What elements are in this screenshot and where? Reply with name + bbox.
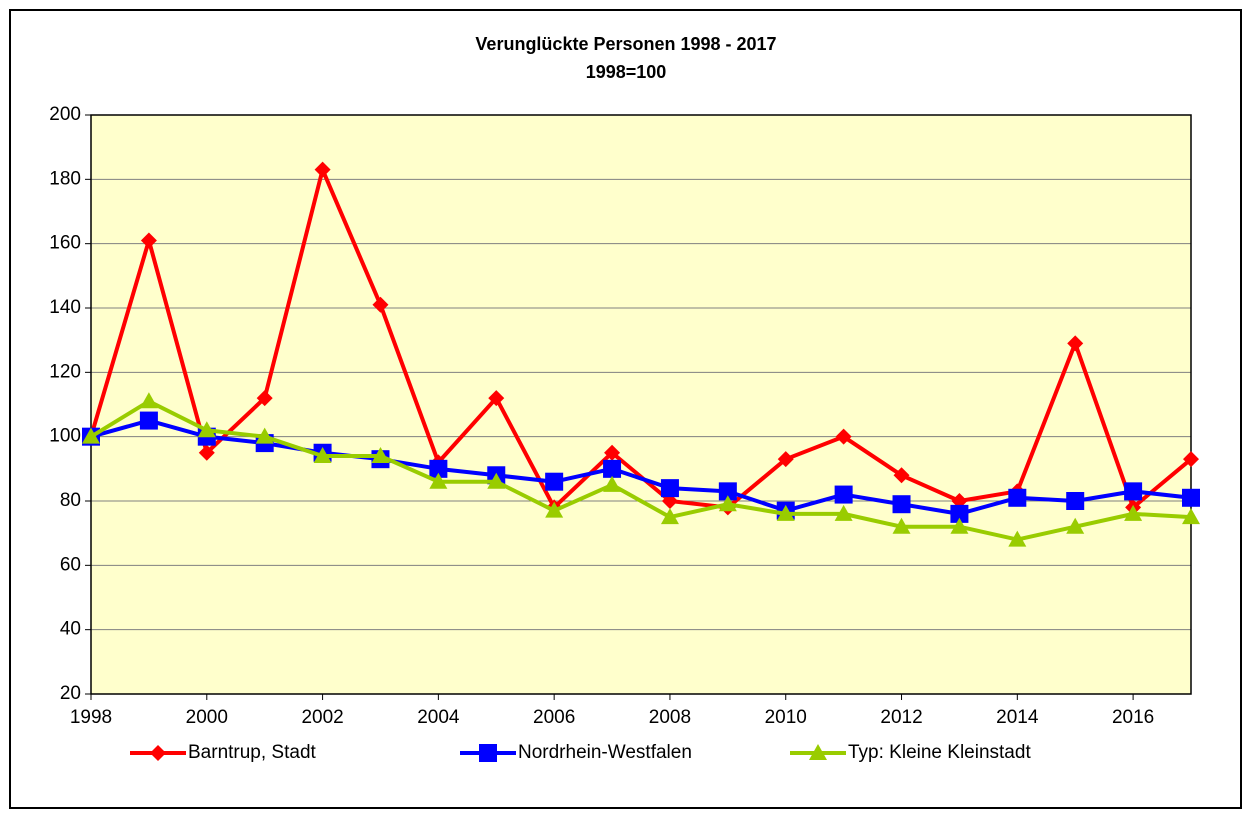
chart-title: Verunglückte Personen 1998 - 2017: [475, 34, 776, 54]
data-point: [834, 504, 853, 521]
y-tick-label: 40: [60, 619, 81, 640]
plot-border: [90, 114, 1192, 695]
data-point: [777, 451, 794, 468]
x-tick-label: 2016: [1112, 707, 1154, 728]
x-tick-label: 2010: [765, 707, 807, 728]
data-point: [1066, 492, 1085, 510]
y-tick-label: 120: [49, 361, 81, 382]
data-point: [950, 517, 969, 534]
data-point: [1124, 504, 1143, 521]
data-point: [950, 504, 969, 523]
y-tick-label: 100: [49, 426, 81, 447]
data-point: [603, 459, 622, 478]
legend-swatch-marker: [150, 745, 166, 761]
data-point: [371, 446, 390, 463]
data-point: [603, 475, 622, 492]
legend-swatch-marker: [809, 744, 827, 760]
data-point: [660, 479, 679, 498]
data-point: [835, 428, 852, 445]
x-tick-label: 2004: [417, 707, 460, 728]
data-point: [545, 472, 564, 491]
data-point: [488, 390, 505, 407]
y-tick-label: 80: [60, 490, 81, 511]
y-tick-label: 60: [60, 554, 81, 575]
data-point: [256, 390, 273, 407]
data-point: [893, 467, 910, 484]
series-line: [89, 399, 1192, 542]
y-tick-label: 140: [49, 297, 81, 318]
data-point: [1183, 451, 1199, 468]
legend-label: Typ: Kleine Kleinstadt: [848, 742, 1031, 763]
plot-area: [91, 115, 1191, 694]
data-point: [1066, 517, 1085, 534]
data-point: [834, 485, 853, 504]
data-point: [372, 296, 389, 313]
y-tick-label: 160: [49, 233, 81, 254]
data-point: [313, 446, 332, 463]
data-point: [429, 472, 448, 489]
data-point: [1008, 530, 1027, 547]
x-tick-label: 2012: [880, 707, 922, 728]
data-point: [197, 421, 216, 438]
data-point: [545, 501, 564, 518]
chart-subtitle: 1998=100: [586, 62, 667, 82]
data-point: [487, 472, 506, 489]
data-point: [1008, 488, 1027, 507]
data-point: [140, 232, 157, 249]
y-tick-label: 200: [49, 104, 81, 125]
series-line: [90, 418, 1192, 516]
legend-label: Barntrup, Stadt: [188, 742, 317, 763]
x-tick-label: 2008: [649, 707, 691, 728]
y-tick-label: 20: [60, 683, 81, 704]
data-point: [198, 444, 215, 461]
data-point: [660, 508, 679, 525]
data-point: [1182, 508, 1200, 525]
legend-swatch-marker: [479, 744, 497, 762]
data-point: [139, 411, 158, 430]
data-point: [139, 392, 158, 409]
legend-label: Nordrhein-Westfalen: [518, 742, 692, 763]
x-tick-label: 2006: [533, 707, 575, 728]
data-point: [892, 495, 911, 514]
data-point: [1067, 335, 1084, 352]
data-point: [1124, 482, 1143, 501]
x-tick-label: 2014: [996, 707, 1039, 728]
data-point: [776, 504, 795, 521]
data-point: [429, 459, 448, 478]
y-tick-label: 180: [49, 168, 81, 189]
data-point: [718, 495, 737, 512]
data-point: [892, 517, 911, 534]
data-point: [604, 444, 621, 461]
x-tick-label: 1998: [70, 707, 112, 728]
x-tick-label: 2002: [301, 707, 343, 728]
data-point: [314, 161, 331, 178]
data-point: [1182, 488, 1200, 507]
x-tick-label: 2000: [186, 707, 228, 728]
data-point: [718, 482, 737, 501]
data-point: [82, 427, 100, 444]
data-point: [255, 427, 274, 444]
